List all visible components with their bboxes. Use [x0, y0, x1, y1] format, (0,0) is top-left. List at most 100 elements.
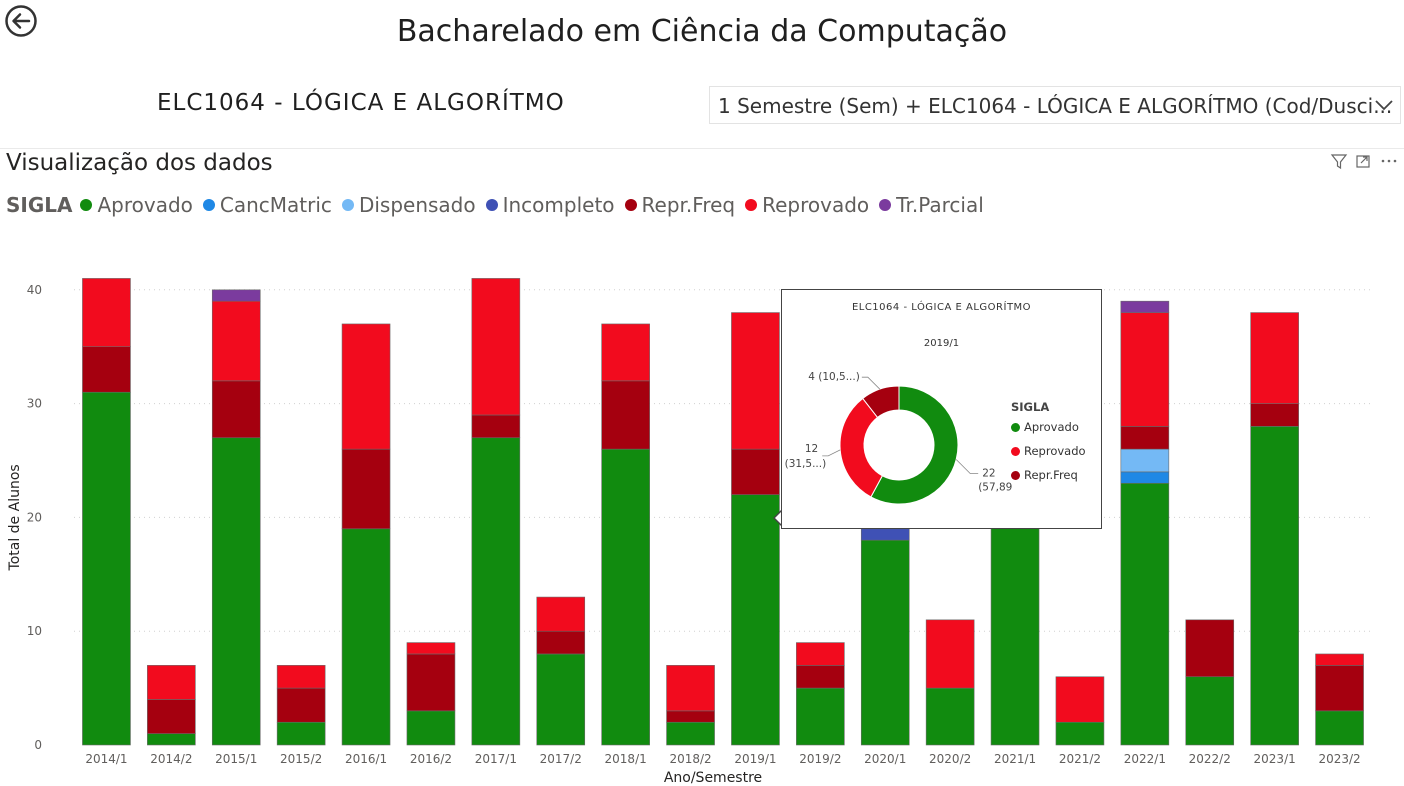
x-tick-label: 2015/2 [280, 752, 322, 766]
x-tick-label: 2019/2 [799, 752, 841, 766]
bar-segment [276, 687, 326, 723]
x-tick-label: 2014/1 [85, 752, 127, 766]
tooltip-legend-title: SIGLA [1011, 400, 1050, 414]
x-tick-label: 2022/2 [1189, 752, 1231, 766]
x-tick-label: 2018/1 [605, 752, 647, 766]
bar-segment [860, 539, 910, 746]
legend-item-reprovado[interactable]: Reprovado [745, 193, 869, 217]
donut-data-label: 22 [982, 467, 995, 479]
bar-segment [1055, 721, 1105, 746]
bar-segment [471, 437, 521, 746]
legend-item-tr-parcial[interactable]: Tr.Parcial [879, 193, 984, 217]
bar-segment [1120, 300, 1170, 313]
bar-segment [731, 448, 780, 495]
legend-marker [624, 199, 637, 211]
course-title: ELC1064 - LÓGICA E ALGORÍTMO [157, 90, 565, 116]
legend-title: SIGLA [6, 193, 73, 217]
filter-icon[interactable] [1330, 154, 1348, 170]
bar-segment [1120, 471, 1170, 484]
bar-segment [341, 528, 391, 746]
bar-segment [211, 437, 261, 746]
bar-segment [536, 630, 586, 655]
x-tick-label: 2019/1 [734, 752, 776, 766]
bar-segment [1120, 448, 1170, 473]
bar-segment [211, 300, 261, 382]
visual-title: Visualização dos dados [6, 150, 273, 176]
y-tick-label: 10 [27, 624, 42, 638]
tooltip-legend: SIGLA Aprovado Reprovado Repr.Freq [1011, 400, 1086, 492]
legend-marker [1011, 422, 1020, 432]
legend-marker [341, 199, 354, 211]
donut-data-label: (31,5...) [785, 458, 827, 470]
bar-segment [471, 414, 521, 439]
bar-segment [1185, 676, 1235, 746]
legend-label: Aprovado [97, 193, 193, 217]
chevron-down-icon[interactable] [1374, 95, 1394, 115]
legend-item-cancmatric[interactable]: CancMatric [202, 193, 332, 217]
divider [0, 148, 1404, 149]
legend-label: Repr.Freq [1024, 468, 1078, 482]
tooltip-pointer-inner [775, 510, 783, 526]
bar-segment [925, 619, 975, 689]
bar-segment [471, 278, 521, 416]
x-tick-label: 2017/2 [540, 752, 582, 766]
bar-segment [1250, 426, 1299, 746]
legend-marker [745, 199, 758, 211]
bar-segment [406, 653, 456, 712]
x-axis-title: Ano/Semestre [664, 770, 762, 786]
back-arrow-icon[interactable] [4, 4, 38, 38]
bar-segment [990, 517, 1040, 746]
bar-segment [147, 733, 196, 746]
bar-segment [925, 687, 975, 746]
legend-marker [485, 199, 498, 211]
legend-item-repr-freq[interactable]: Repr.Freq [624, 193, 735, 217]
bar-segment [666, 665, 715, 712]
legend-item-aprovado[interactable]: Aprovado [80, 193, 193, 217]
bar-segment [341, 448, 391, 530]
x-tick-label: 2021/1 [994, 752, 1036, 766]
x-tick-label: 2014/2 [150, 752, 192, 766]
donut-slice [862, 385, 900, 419]
more-options-icon[interactable] [1381, 159, 1397, 163]
legend-item-incompleto[interactable]: Incompleto [485, 193, 615, 217]
stacked-bar-chart: 0 10 20 30 40 2014/1 2014/2 2015/1 2015/2 2016/1 2… [7, 278, 1372, 786]
y-axis-title: Total de Alunos [7, 464, 23, 571]
legend-marker [1011, 446, 1020, 456]
course-slicer-dropdown[interactable]: 1 Semestre (Sem) + ELC1064 - LÓGICA E AL… [709, 86, 1401, 124]
legend-label: Dispensado [358, 193, 476, 217]
bar-segment [1055, 676, 1105, 723]
bar-segment [601, 323, 650, 382]
x-tick-label: 2020/1 [864, 752, 906, 766]
x-tick-label: 2022/1 [1124, 752, 1166, 766]
bar-segment [666, 710, 715, 723]
bar-segment [1250, 312, 1299, 404]
slicer-selected-value: 1 Semestre (Sem) + ELC1064 - LÓGICA E AL… [718, 94, 1393, 118]
bar-segment [860, 528, 910, 541]
bar-segment [601, 380, 650, 450]
tooltip-legend-item-reprovado: Reprovado [1011, 444, 1086, 458]
x-tick-label: 2016/2 [410, 752, 452, 766]
bar-segment [276, 721, 326, 746]
bar-segment [406, 642, 456, 655]
y-tick-label: 0 [34, 738, 42, 752]
y-tick-label: 20 [27, 510, 42, 524]
bar-segment [1120, 426, 1170, 450]
chart-legend: SIGLA Aprovado CancMatric Dispensado Inc… [6, 193, 994, 217]
bar-segment [82, 278, 131, 347]
donut-data-label: (57,89%) [978, 481, 1012, 493]
donut-slice [870, 385, 959, 505]
bar-segment [147, 699, 196, 734]
bar-segment [731, 312, 780, 450]
legend-label: Tr.Parcial [896, 193, 984, 217]
bar-segment [666, 721, 715, 746]
page-title: Bacharelado em Ciência da Computação [396, 14, 1008, 49]
visual-header-icons [1330, 154, 1397, 170]
legend-item-dispensado[interactable]: Dispensado [341, 193, 476, 217]
donut-leader-line [955, 459, 979, 474]
donut-data-label: 4 (10,5...) [808, 371, 860, 383]
bar-segment [536, 653, 586, 746]
bar-segment [796, 665, 845, 689]
tooltip-card: ELC1064 - LÓGICA E ALGORÍTMO 2019/1 22 (5… [781, 289, 1102, 529]
tooltip-legend-item-repr-freq: Repr.Freq [1011, 468, 1086, 482]
focus-mode-icon[interactable] [1356, 155, 1370, 168]
